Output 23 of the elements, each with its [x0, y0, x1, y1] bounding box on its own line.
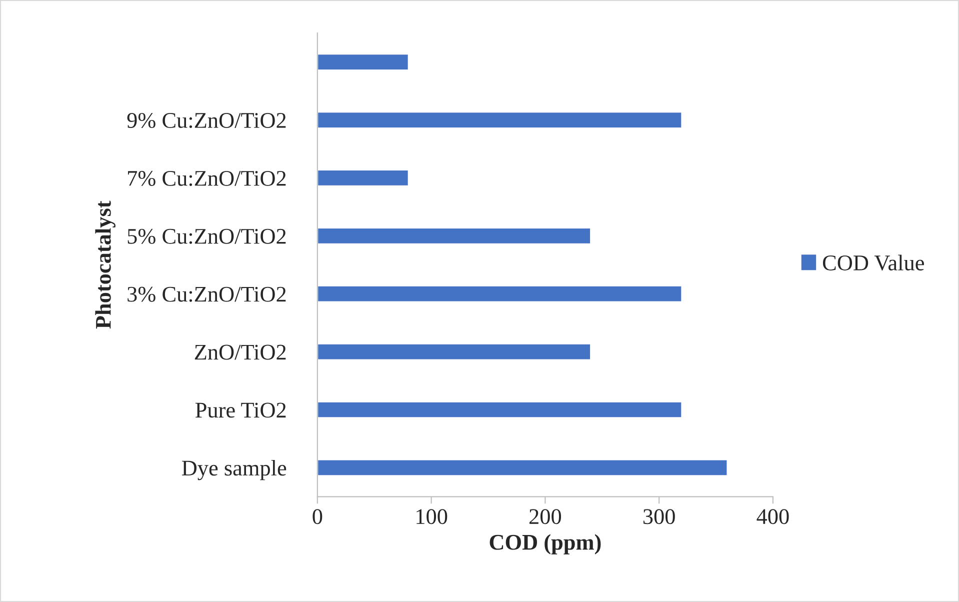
- x-tick-label: 400: [756, 509, 789, 524]
- bar: [317, 285, 683, 303]
- x-tick-label: 100: [416, 509, 448, 524]
- y-tick-label: 7% Cu:ZnO/TiO2: [128, 170, 286, 186]
- y-tick-label: 9% Cu:ZnO/TiO2: [127, 112, 286, 128]
- legend-label: COD Value: [822, 254, 924, 271]
- y-tick-label: Dye sample: [182, 460, 286, 480]
- y-tick-label: 3% Cu:ZnO/TiO2: [128, 286, 286, 302]
- bar: [317, 111, 683, 129]
- bar: [317, 53, 410, 71]
- x-tick-label: 200: [530, 509, 562, 524]
- y-axis-title: Photocatalyst: [95, 200, 116, 329]
- bar: [317, 169, 410, 187]
- y-tick-label: 5% Cu:ZnO/TiO2: [128, 228, 286, 244]
- y-tick-label: Pure TiO2: [195, 402, 286, 418]
- x-tick-label: 300: [643, 509, 675, 524]
- bar: [317, 458, 728, 476]
- y-tick-label: ZnO/TiO2: [194, 344, 286, 360]
- bar: [317, 342, 592, 361]
- bar: [317, 227, 592, 245]
- x-axis-title: COD (ppm): [490, 534, 601, 554]
- x-tick-label: 0: [312, 509, 322, 524]
- bar: [317, 400, 683, 419]
